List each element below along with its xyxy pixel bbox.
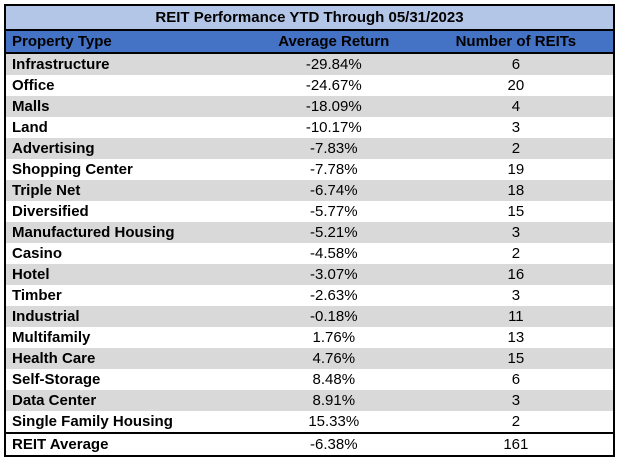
- table-row: Triple Net -6.74% 18: [6, 180, 613, 201]
- reit-count-cell: 3: [511, 119, 521, 136]
- summary-label: REIT Average: [12, 436, 109, 453]
- property-type-cell: Diversified: [12, 203, 89, 220]
- table-row: Self-Storage 8.48% 6: [6, 369, 613, 390]
- average-return-cell: -29.84%: [305, 56, 362, 73]
- table-row: Multifamily 1.76% 13: [6, 327, 613, 348]
- property-type-cell: Self-Storage: [12, 371, 101, 388]
- property-type-cell: Shopping Center: [12, 161, 133, 178]
- table-row: Land -10.17% 3: [6, 117, 613, 138]
- reit-count-cell: 15: [507, 203, 525, 220]
- average-return-cell: -5.77%: [310, 203, 358, 220]
- average-return-cell: -6.74%: [310, 182, 358, 199]
- reit-count-cell: 20: [507, 77, 525, 94]
- reit-count-cell: 18: [507, 182, 525, 199]
- reit-performance-table: REIT Performance YTD Through 05/31/2023 …: [4, 4, 615, 457]
- table-row: Industrial -0.18% 11: [6, 306, 613, 327]
- reit-count-cell: 6: [511, 371, 521, 388]
- column-header-number-of-reits: Number of REITs: [455, 33, 577, 50]
- summary-row: REIT Average -6.38% 161: [6, 432, 613, 455]
- property-type-cell: Triple Net: [12, 182, 81, 199]
- average-return-cell: -3.07%: [310, 266, 358, 283]
- table-row: Single Family Housing 15.33% 2: [6, 411, 613, 432]
- reit-count-cell: 19: [507, 161, 525, 178]
- average-return-cell: 4.76%: [312, 350, 356, 367]
- reit-count-cell: 2: [511, 140, 521, 157]
- table-row: Office -24.67% 20: [6, 75, 613, 96]
- table-body: Infrastructure -29.84% 6 Office -24.67% 20 Mal…: [6, 54, 613, 432]
- average-return-cell: -0.18%: [310, 308, 358, 325]
- table-row: Infrastructure -29.84% 6: [6, 54, 613, 75]
- property-type-cell: Advertising: [12, 140, 95, 157]
- summary-average-return: -6.38%: [310, 436, 358, 453]
- average-return-cell: -24.67%: [305, 77, 362, 94]
- property-type-cell: Single Family Housing: [12, 413, 173, 430]
- table-row: Hotel -3.07% 16: [6, 264, 613, 285]
- reit-count-cell: 15: [507, 350, 525, 367]
- table-row: Shopping Center -7.78% 19: [6, 159, 613, 180]
- table-row: Casino -4.58% 2: [6, 243, 613, 264]
- average-return-cell: -7.78%: [310, 161, 358, 178]
- table-header-row: Property Type Average Return Number of R…: [6, 31, 613, 54]
- average-return-cell: -4.58%: [310, 245, 358, 262]
- property-type-cell: Malls: [12, 98, 50, 115]
- table-row: Health Care 4.76% 15: [6, 348, 613, 369]
- table-row: Diversified -5.77% 15: [6, 201, 613, 222]
- reit-count-cell: 3: [511, 392, 521, 409]
- reit-count-cell: 13: [507, 329, 525, 346]
- average-return-cell: -10.17%: [305, 119, 362, 136]
- reit-count-cell: 4: [511, 98, 521, 115]
- reit-count-cell: 2: [511, 413, 521, 430]
- average-return-cell: -5.21%: [310, 224, 358, 241]
- table-row: Data Center 8.91% 3: [6, 390, 613, 411]
- property-type-cell: Infrastructure: [12, 56, 110, 73]
- average-return-cell: -2.63%: [310, 287, 358, 304]
- property-type-cell: Multifamily: [12, 329, 91, 346]
- average-return-cell: -18.09%: [305, 98, 362, 115]
- property-type-cell: Manufactured Housing: [12, 224, 175, 241]
- column-header-average-return: Average Return: [278, 33, 390, 50]
- average-return-cell: 1.76%: [312, 329, 356, 346]
- table-row: Timber -2.63% 3: [6, 285, 613, 306]
- table-row: Advertising -7.83% 2: [6, 138, 613, 159]
- property-type-cell: Hotel: [12, 266, 50, 283]
- reit-count-cell: 3: [511, 287, 521, 304]
- reit-count-cell: 11: [508, 308, 524, 325]
- average-return-cell: -7.83%: [310, 140, 358, 157]
- column-header-property-type: Property Type: [12, 33, 112, 50]
- property-type-cell: Industrial: [12, 308, 80, 325]
- property-type-cell: Office: [12, 77, 55, 94]
- reit-count-cell: 3: [511, 224, 521, 241]
- property-type-cell: Casino: [12, 245, 63, 262]
- reit-count-cell: 2: [511, 245, 521, 262]
- property-type-cell: Timber: [12, 287, 62, 304]
- table-title: REIT Performance YTD Through 05/31/2023: [6, 6, 613, 31]
- property-type-cell: Data Center: [12, 392, 97, 409]
- table-row: Manufactured Housing -5.21% 3: [6, 222, 613, 243]
- average-return-cell: 15.33%: [308, 413, 360, 430]
- property-type-cell: Land: [12, 119, 48, 136]
- average-return-cell: 8.91%: [312, 392, 356, 409]
- summary-reit-count: 161: [503, 436, 529, 453]
- average-return-cell: 8.48%: [312, 371, 356, 388]
- reit-count-cell: 16: [507, 266, 525, 283]
- property-type-cell: Health Care: [12, 350, 96, 367]
- reit-count-cell: 6: [511, 56, 521, 73]
- table-row: Malls -18.09% 4: [6, 96, 613, 117]
